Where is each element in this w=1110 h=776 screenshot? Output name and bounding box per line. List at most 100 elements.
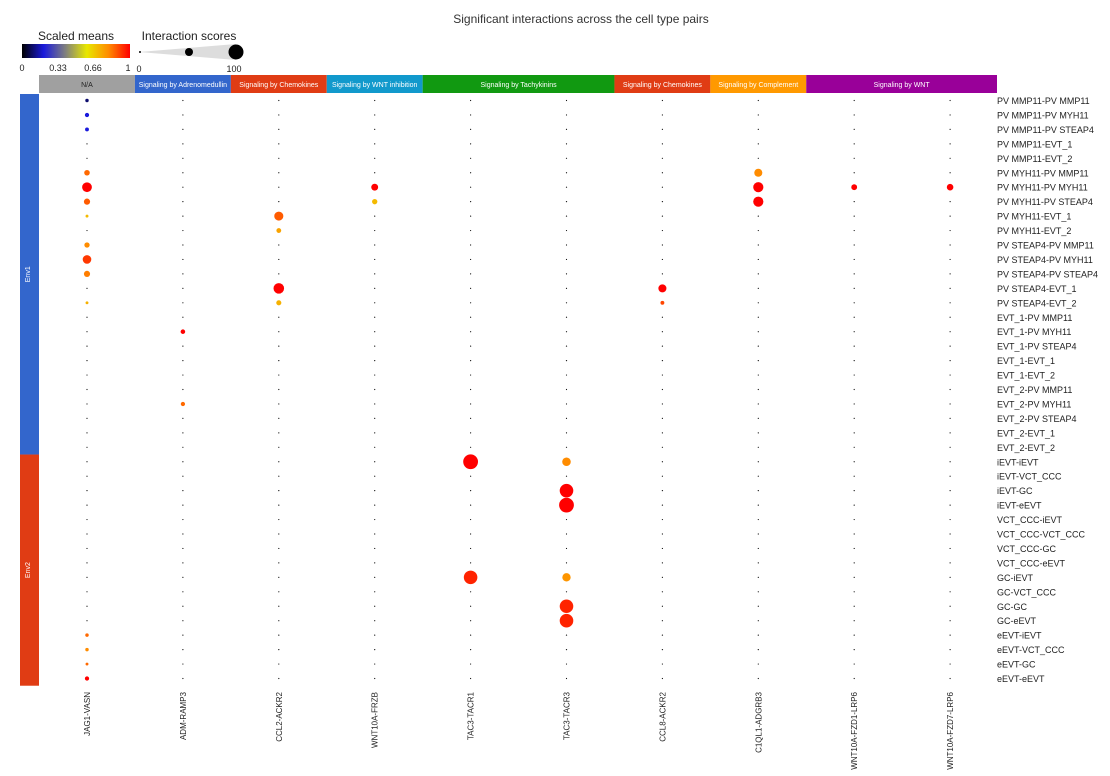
column-group-label: Signaling by Complement [718,82,798,89]
empty-dot [86,143,88,145]
empty-dot [853,649,855,651]
row-label: PV MMP11-EVT_1 [997,139,1072,149]
empty-dot [757,229,759,232]
empty-dot [374,562,376,564]
empty-dot [374,576,376,578]
empty-dot [374,649,376,651]
empty-dot [661,215,664,217]
interaction-dot [463,454,478,470]
interaction-dot [82,255,92,264]
empty-dot [470,172,472,174]
empty-dot [853,273,855,275]
empty-dot [757,446,759,448]
empty-dot [278,591,280,593]
column-label: CCL2-ACKR2 [275,691,284,741]
interaction-dot [84,169,90,176]
empty-dot [86,490,88,492]
interaction-dot [85,647,89,652]
empty-dot [182,244,184,246]
colorbar-tick-0: 0 [19,63,24,73]
row-label: EVT_2-PV MYH11 [997,399,1071,409]
empty-dot [565,244,568,246]
empty-dot [565,649,568,651]
empty-dot [86,504,88,506]
column-group-label: Signaling by Chemokines [623,82,702,89]
empty-dot [661,244,664,246]
empty-dot [470,302,472,304]
empty-dot [757,114,759,116]
empty-dot [949,244,951,246]
empty-dot [182,229,184,232]
empty-dot [374,504,376,506]
colorbar [22,44,130,58]
interaction-dot [84,676,90,681]
empty-dot [853,677,855,680]
empty-dot [182,533,184,535]
empty-dot [86,446,88,448]
empty-dot [949,215,951,217]
empty-dot [661,461,664,463]
empty-dot [565,157,568,159]
row-label: PV MYH11-EVT_1 [997,212,1071,222]
empty-dot [949,504,951,506]
empty-dot [565,99,568,102]
chart-title: Significant interactions across the cell… [453,12,708,26]
empty-dot [86,432,88,434]
size-legend-dot-small [139,51,141,53]
empty-dot [853,417,855,419]
empty-dot [182,446,184,448]
column-group-band [39,75,135,93]
empty-dot [374,620,376,622]
empty-dot [278,388,280,391]
empty-dot [470,547,472,550]
empty-dot [374,172,376,174]
empty-dot [470,258,472,261]
empty-dot [374,547,376,550]
empty-dot [182,99,184,102]
column-group-band [710,75,807,93]
empty-dot [86,547,88,550]
row-label: PV STEAP4-PV MMP11 [997,241,1094,251]
empty-dot [86,157,88,159]
empty-dot [949,388,951,391]
empty-dot [182,634,184,636]
interaction-dot [660,300,665,305]
empty-dot [278,446,280,448]
empty-dot [949,620,951,622]
empty-dot [374,677,376,680]
empty-dot [757,374,759,376]
empty-dot [182,128,184,130]
empty-dot [661,172,664,174]
empty-dot [470,229,472,232]
empty-dot [374,244,376,246]
interaction-dot [83,270,91,277]
row-label: VCT_CCC-eEVT [997,558,1066,568]
empty-dot [757,345,759,347]
empty-dot [278,547,280,550]
empty-dot [86,403,88,405]
column-label: C1QL1-ADGRB3 [754,691,763,752]
empty-dot [949,547,951,550]
empty-dot [853,403,855,405]
empty-dot [86,229,88,232]
empty-dot [853,244,855,246]
empty-dot [853,143,855,145]
empty-dot [565,547,568,550]
empty-dot [470,446,472,448]
empty-dot [853,215,855,217]
empty-dot [470,331,472,333]
empty-dot [278,114,280,116]
empty-dot [470,518,472,521]
empty-dot [278,201,280,203]
column-label: WNT10A-FZD7-LRP6 [946,691,955,769]
empty-dot [565,128,568,130]
empty-dot [182,374,184,376]
column-group-band [134,75,231,93]
empty-dot [278,172,280,174]
empty-dot [757,143,759,145]
empty-dot [182,490,184,492]
empty-dot [853,446,855,448]
empty-dot [661,576,664,578]
column-group-band [806,75,997,93]
empty-dot [470,403,472,405]
